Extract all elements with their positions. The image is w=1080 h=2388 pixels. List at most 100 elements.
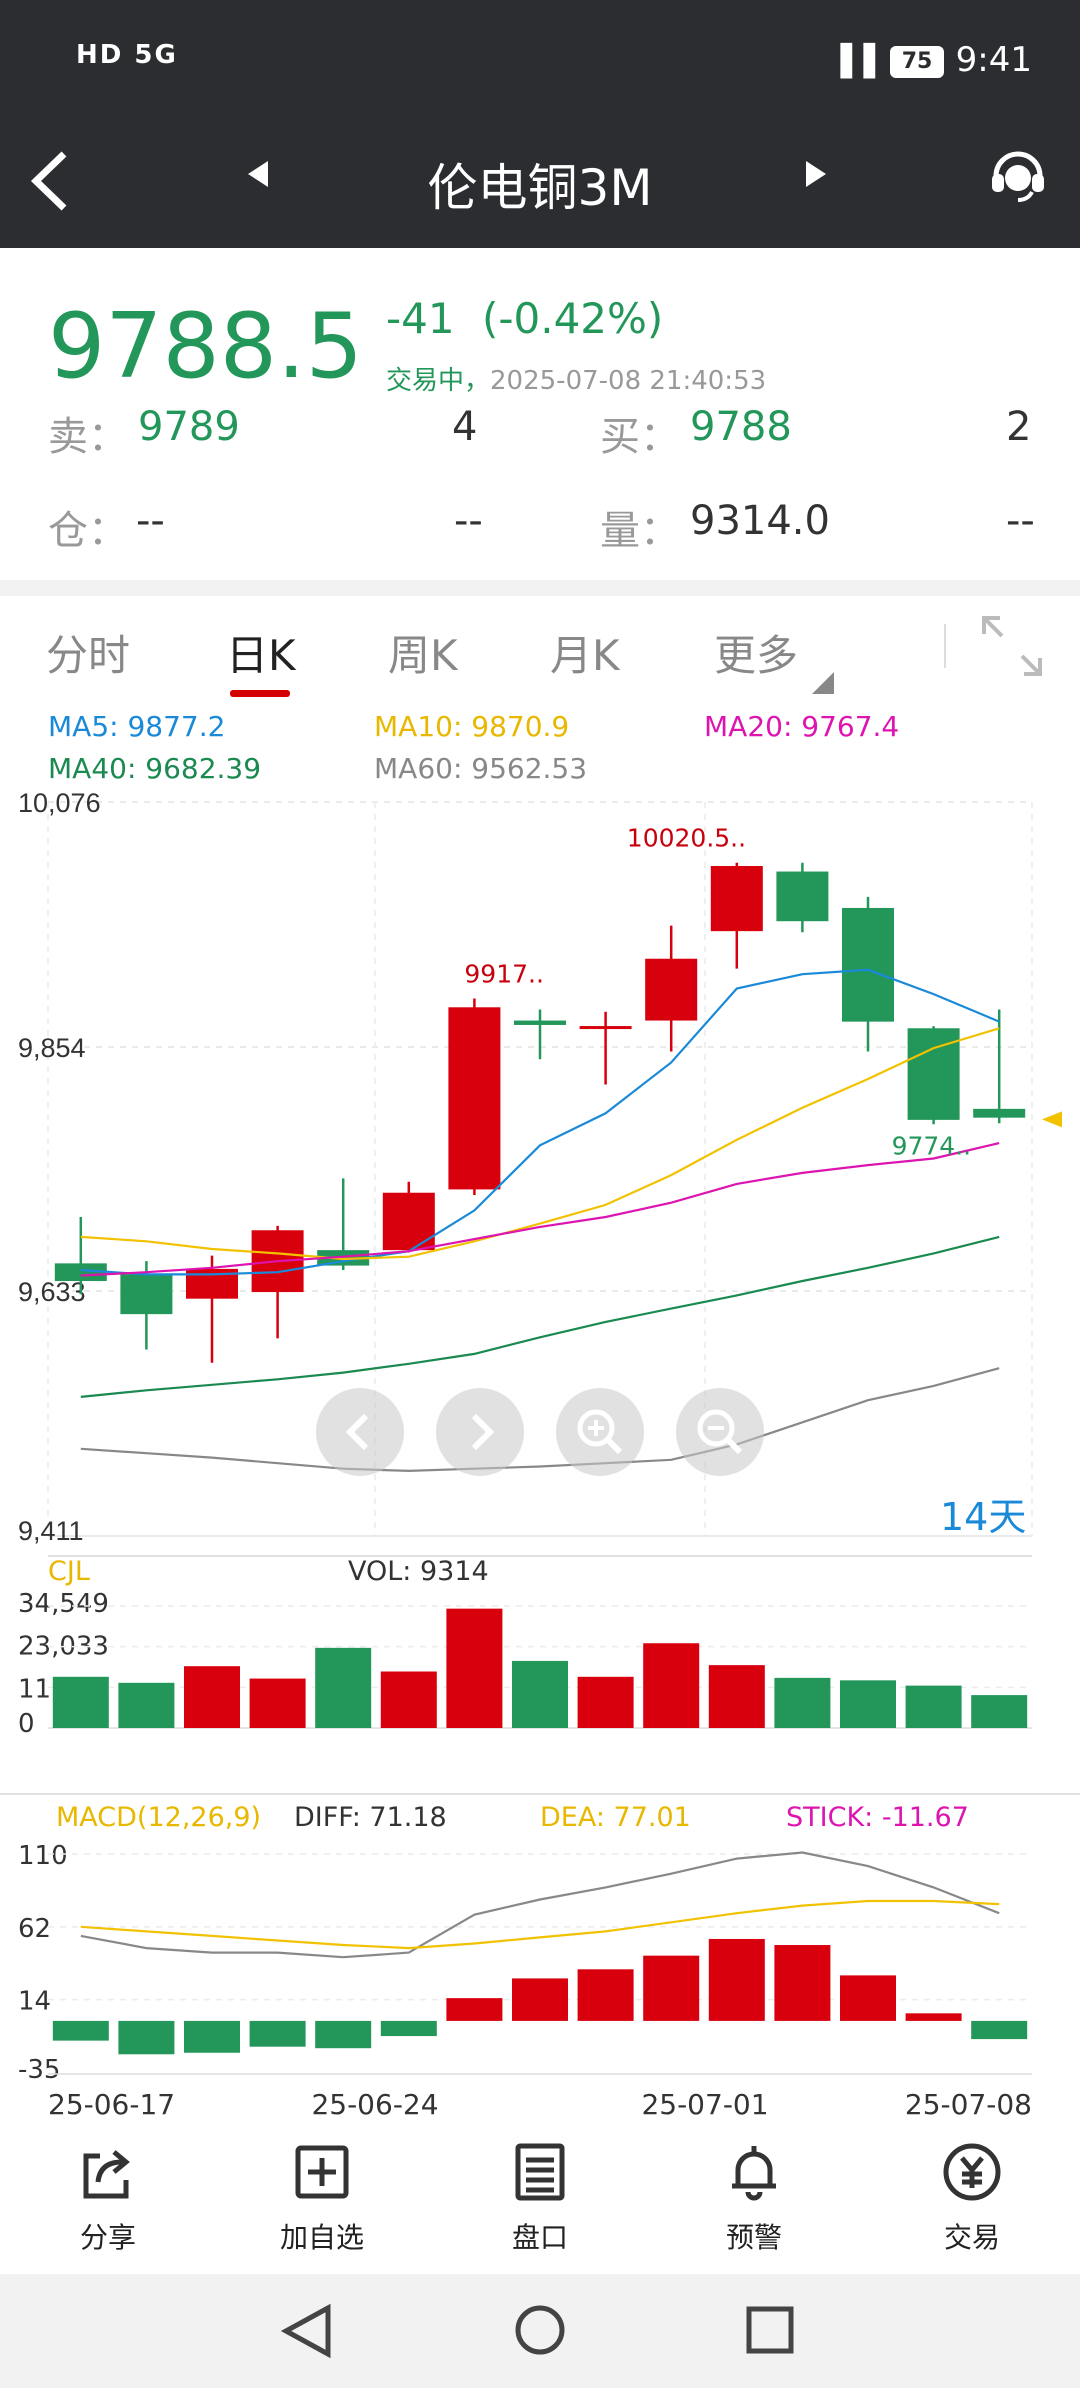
bell-icon [732,2146,776,2201]
volume-bar [905,1685,962,1728]
back-icon[interactable] [28,146,72,231]
scroll-right-button[interactable] [436,1388,524,1476]
zoom-out-icon [697,1409,743,1455]
order-book-label: 盘口 [511,2221,568,2254]
buy-label: 买： [600,414,680,460]
volume-bar [446,1608,503,1728]
trade-status: 交易中， [386,366,491,396]
volume-bar [380,1671,437,1728]
customer-service-icon[interactable] [988,144,1048,204]
candle-body [514,1020,566,1025]
macd-dea-line [80,1899,1000,1950]
macd-title: MACD(12,26,9) [56,1802,261,1833]
app-header: 伦电铜3M [0,128,1080,248]
macd-stick-bar [249,2020,306,2047]
macd-stick-bar [774,1945,831,2021]
ma60-line [80,1367,1000,1473]
price-change: -41 (-0.42%) [386,294,663,343]
volume-bar [249,1678,306,1728]
macd-stick-bar [118,2020,175,2055]
volume-value: 9314.0 [690,498,830,544]
macd-stick-bar [905,2013,962,2021]
status-bar: HD 5G ▐▐ 75 9:41 [0,0,1080,128]
last-price-marker [1042,1111,1062,1128]
zoom-in-button[interactable] [556,1388,644,1476]
volume-bar [577,1676,634,1728]
zoom-in-icon [577,1409,623,1455]
macd-dea: DEA: 77.01 [540,1802,691,1833]
period-count-label[interactable]: 14天 [940,1495,1027,1539]
buy-price: 9788 [690,404,792,450]
macd-tick-label: 62 [18,1914,51,1944]
candle-body [645,958,698,1021]
buy-qty: 2 [1006,404,1032,450]
price-tick-label: 9,633 [18,1277,86,1307]
plus-square-icon [295,2145,349,2199]
volume-bar [118,1682,175,1728]
trade-label: 交易 [943,2221,1000,2254]
macd-tick-label: 110 [18,1841,68,1871]
alert-button[interactable]: 预警 [684,2142,824,2256]
system-nav-bar [0,2274,1080,2388]
share-button[interactable]: 分享 [38,2142,178,2256]
vibrate-icon: ▐▐ [828,44,875,79]
candle-body [842,907,894,1022]
order-book-button[interactable]: 盘口 [470,2142,610,2256]
candle-body [120,1274,173,1315]
date-tick-label: 25-06-24 [311,2088,438,2121]
trade-button[interactable]: 交易 [902,2142,1042,2256]
fullscreen-icon[interactable] [980,614,1044,682]
volume-change: -- [1006,498,1035,544]
tab-divider [944,624,946,668]
prev-contract-icon[interactable] [246,158,270,198]
open-interest-value: -- [136,498,165,544]
macd-stick-bar [577,1969,634,2021]
tab-intraday[interactable]: 分时 [46,631,131,680]
zoom-out-button[interactable] [676,1388,764,1476]
ma5-line [80,968,1000,1276]
kline-chart[interactable]: 10,076 9,854 9,633 9,411 10020.5.. 9917.. 9774… [0,780,1080,2128]
macd-diff: DIFF: 71.18 [294,1802,447,1833]
candle-body [776,871,829,922]
more-dropdown-icon [812,672,834,698]
last-price: 9788.5 [48,294,363,399]
chevron-right-icon [471,1413,495,1451]
open-interest-change: -- [454,498,483,544]
volume-bar [184,1666,240,1728]
quote-panel: 9788.5 -41 (-0.42%) 交易中，2025-07-08 21:40… [0,248,1080,580]
macd-stick-bar [315,2020,372,2049]
candle-body [710,866,763,932]
macd-stick-bar [446,1998,503,2021]
next-contract-icon[interactable] [804,158,828,198]
candle-body [973,1108,1026,1118]
low-annotation: 9774.. [892,1131,972,1160]
change-value: -41 [386,294,455,343]
volume-tick-label: 0 [18,1709,35,1739]
volume-bar [512,1660,568,1728]
macd-stick-bar [52,2020,109,2041]
tab-weekly-k[interactable]: 周K [388,631,458,680]
nav-recents-icon[interactable] [744,2304,796,2356]
volume-label: 量： [600,508,680,554]
price-tick-label: 10,076 [18,788,101,818]
tab-daily-k[interactable]: 日K [226,631,296,680]
ma40-line [80,1235,1000,1398]
scroll-left-button[interactable] [316,1388,404,1476]
macd-stick-bar [971,2020,1028,2040]
candle-body [382,1192,435,1251]
price-tick-label: 9,411 [18,1516,84,1546]
add-watchlist-button[interactable]: 加自选 [252,2142,392,2256]
status-time: 9:41 [955,40,1032,80]
candle-body [579,1026,632,1030]
high-annotation: 10020.5.. [627,824,746,853]
macd-stick-bar [643,1955,700,2021]
nav-home-icon[interactable] [512,2302,568,2358]
status-left-icons: HD 5G [76,40,178,70]
bottom-toolbar: 分享 加自选 盘口 预警 交易 [0,2128,1080,2274]
date-tick-label: 25-07-01 [641,2088,768,2121]
ma5-legend: MA5: 9877.2 [48,710,226,743]
nav-back-icon[interactable] [280,2302,334,2360]
tab-more[interactable]: 更多 [714,631,799,680]
price-tick-label: 9,854 [18,1033,86,1063]
tab-monthly-k[interactable]: 月K [550,631,620,680]
